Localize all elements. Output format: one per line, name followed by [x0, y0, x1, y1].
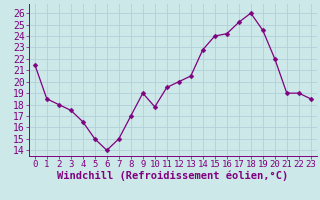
X-axis label: Windchill (Refroidissement éolien,°C): Windchill (Refroidissement éolien,°C)	[57, 171, 288, 181]
